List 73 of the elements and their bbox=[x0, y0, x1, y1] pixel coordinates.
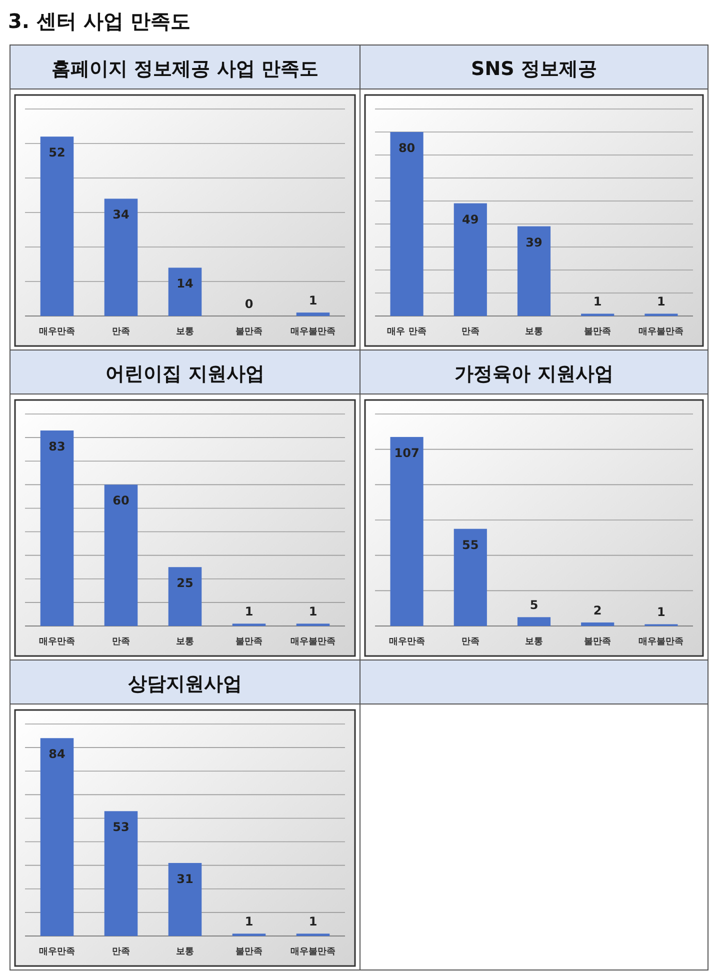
bar bbox=[104, 811, 138, 936]
x-tick-label: 만족 bbox=[112, 327, 130, 337]
bar bbox=[296, 312, 330, 316]
data-label: 107 bbox=[394, 446, 420, 460]
data-label: 1 bbox=[244, 914, 254, 929]
x-tick-label: 불만족 bbox=[584, 637, 612, 647]
data-label: 34 bbox=[112, 208, 130, 222]
data-label: 31 bbox=[176, 872, 194, 886]
data-label: 80 bbox=[398, 141, 416, 155]
bar bbox=[517, 226, 551, 316]
data-label: 1 bbox=[308, 604, 318, 619]
x-tick-label: 매우불만족 bbox=[638, 327, 684, 337]
x-tick-label: 보통 bbox=[525, 327, 543, 337]
x-tick-label: 매우불만족 bbox=[638, 637, 684, 647]
chart-title: SNS 정보제공 bbox=[471, 58, 597, 80]
x-tick-label: 매우만족 bbox=[39, 637, 75, 647]
x-tick-label: 불만족 bbox=[236, 947, 262, 957]
x-tick-label: 만족 bbox=[461, 327, 480, 337]
data-label: 5 bbox=[530, 598, 538, 612]
bar bbox=[40, 430, 74, 626]
bar bbox=[168, 862, 202, 936]
bar bbox=[390, 132, 424, 316]
x-tick-label: 불만족 bbox=[236, 637, 262, 647]
x-tick-label: 매우불만족 bbox=[290, 947, 336, 957]
bar bbox=[454, 528, 487, 626]
bar bbox=[104, 198, 138, 316]
data-label: 52 bbox=[48, 146, 66, 160]
data-label: 84 bbox=[48, 747, 66, 762]
x-tick-label: 보통 bbox=[176, 327, 194, 337]
x-tick-label: 불만족 bbox=[236, 327, 262, 337]
data-label: 53 bbox=[112, 820, 130, 834]
x-tick-label: 만족 bbox=[112, 947, 130, 957]
data-label: 2 bbox=[593, 603, 602, 618]
x-tick-label: 만족 bbox=[112, 637, 130, 647]
bar bbox=[454, 203, 487, 316]
x-tick-label: 보통 bbox=[525, 637, 543, 647]
chart-title: 가정육아 지원사업 bbox=[454, 363, 614, 385]
bar bbox=[40, 136, 74, 316]
data-label: 1 bbox=[657, 294, 666, 309]
chart-title: 홈페이지 정보제공 사업 만족도 bbox=[52, 58, 318, 80]
data-label: 25 bbox=[176, 576, 194, 590]
data-label: 1 bbox=[308, 914, 318, 929]
data-label: 1 bbox=[308, 294, 318, 308]
text: 3. 센터 사업 만족도 bbox=[8, 9, 190, 33]
x-tick-label: 만족 bbox=[461, 637, 480, 647]
data-label: 1 bbox=[244, 604, 254, 619]
data-label: 1 bbox=[657, 605, 666, 620]
x-tick-label: 매우 만족 bbox=[387, 327, 426, 337]
data-label: 14 bbox=[176, 276, 194, 291]
x-tick-label: 불만족 bbox=[584, 327, 612, 337]
bar bbox=[168, 268, 202, 316]
data-label: 83 bbox=[48, 439, 66, 454]
bar bbox=[104, 484, 138, 626]
data-label: 55 bbox=[462, 538, 479, 552]
bar bbox=[168, 567, 202, 626]
data-label: 39 bbox=[526, 235, 542, 250]
data-label: 0 bbox=[244, 297, 254, 311]
x-tick-label: 매우불만족 bbox=[290, 327, 336, 337]
x-tick-label: 보통 bbox=[176, 637, 194, 647]
x-tick-label: 매우만족 bbox=[39, 327, 75, 337]
chart-title: 어린이집 지원사업 bbox=[106, 363, 264, 385]
x-tick-label: 매우만족 bbox=[388, 637, 425, 647]
bar bbox=[517, 617, 551, 626]
chart-title: 상담지원사업 bbox=[128, 673, 242, 695]
bar bbox=[581, 622, 614, 626]
data-label: 1 bbox=[593, 294, 602, 309]
x-tick-label: 매우만족 bbox=[39, 947, 75, 957]
bar bbox=[390, 436, 424, 626]
data-label: 49 bbox=[462, 212, 479, 226]
x-tick-label: 매우불만족 bbox=[290, 637, 336, 647]
data-label: 60 bbox=[112, 494, 130, 508]
x-tick-label: 보통 bbox=[176, 947, 194, 957]
bar bbox=[40, 738, 74, 936]
